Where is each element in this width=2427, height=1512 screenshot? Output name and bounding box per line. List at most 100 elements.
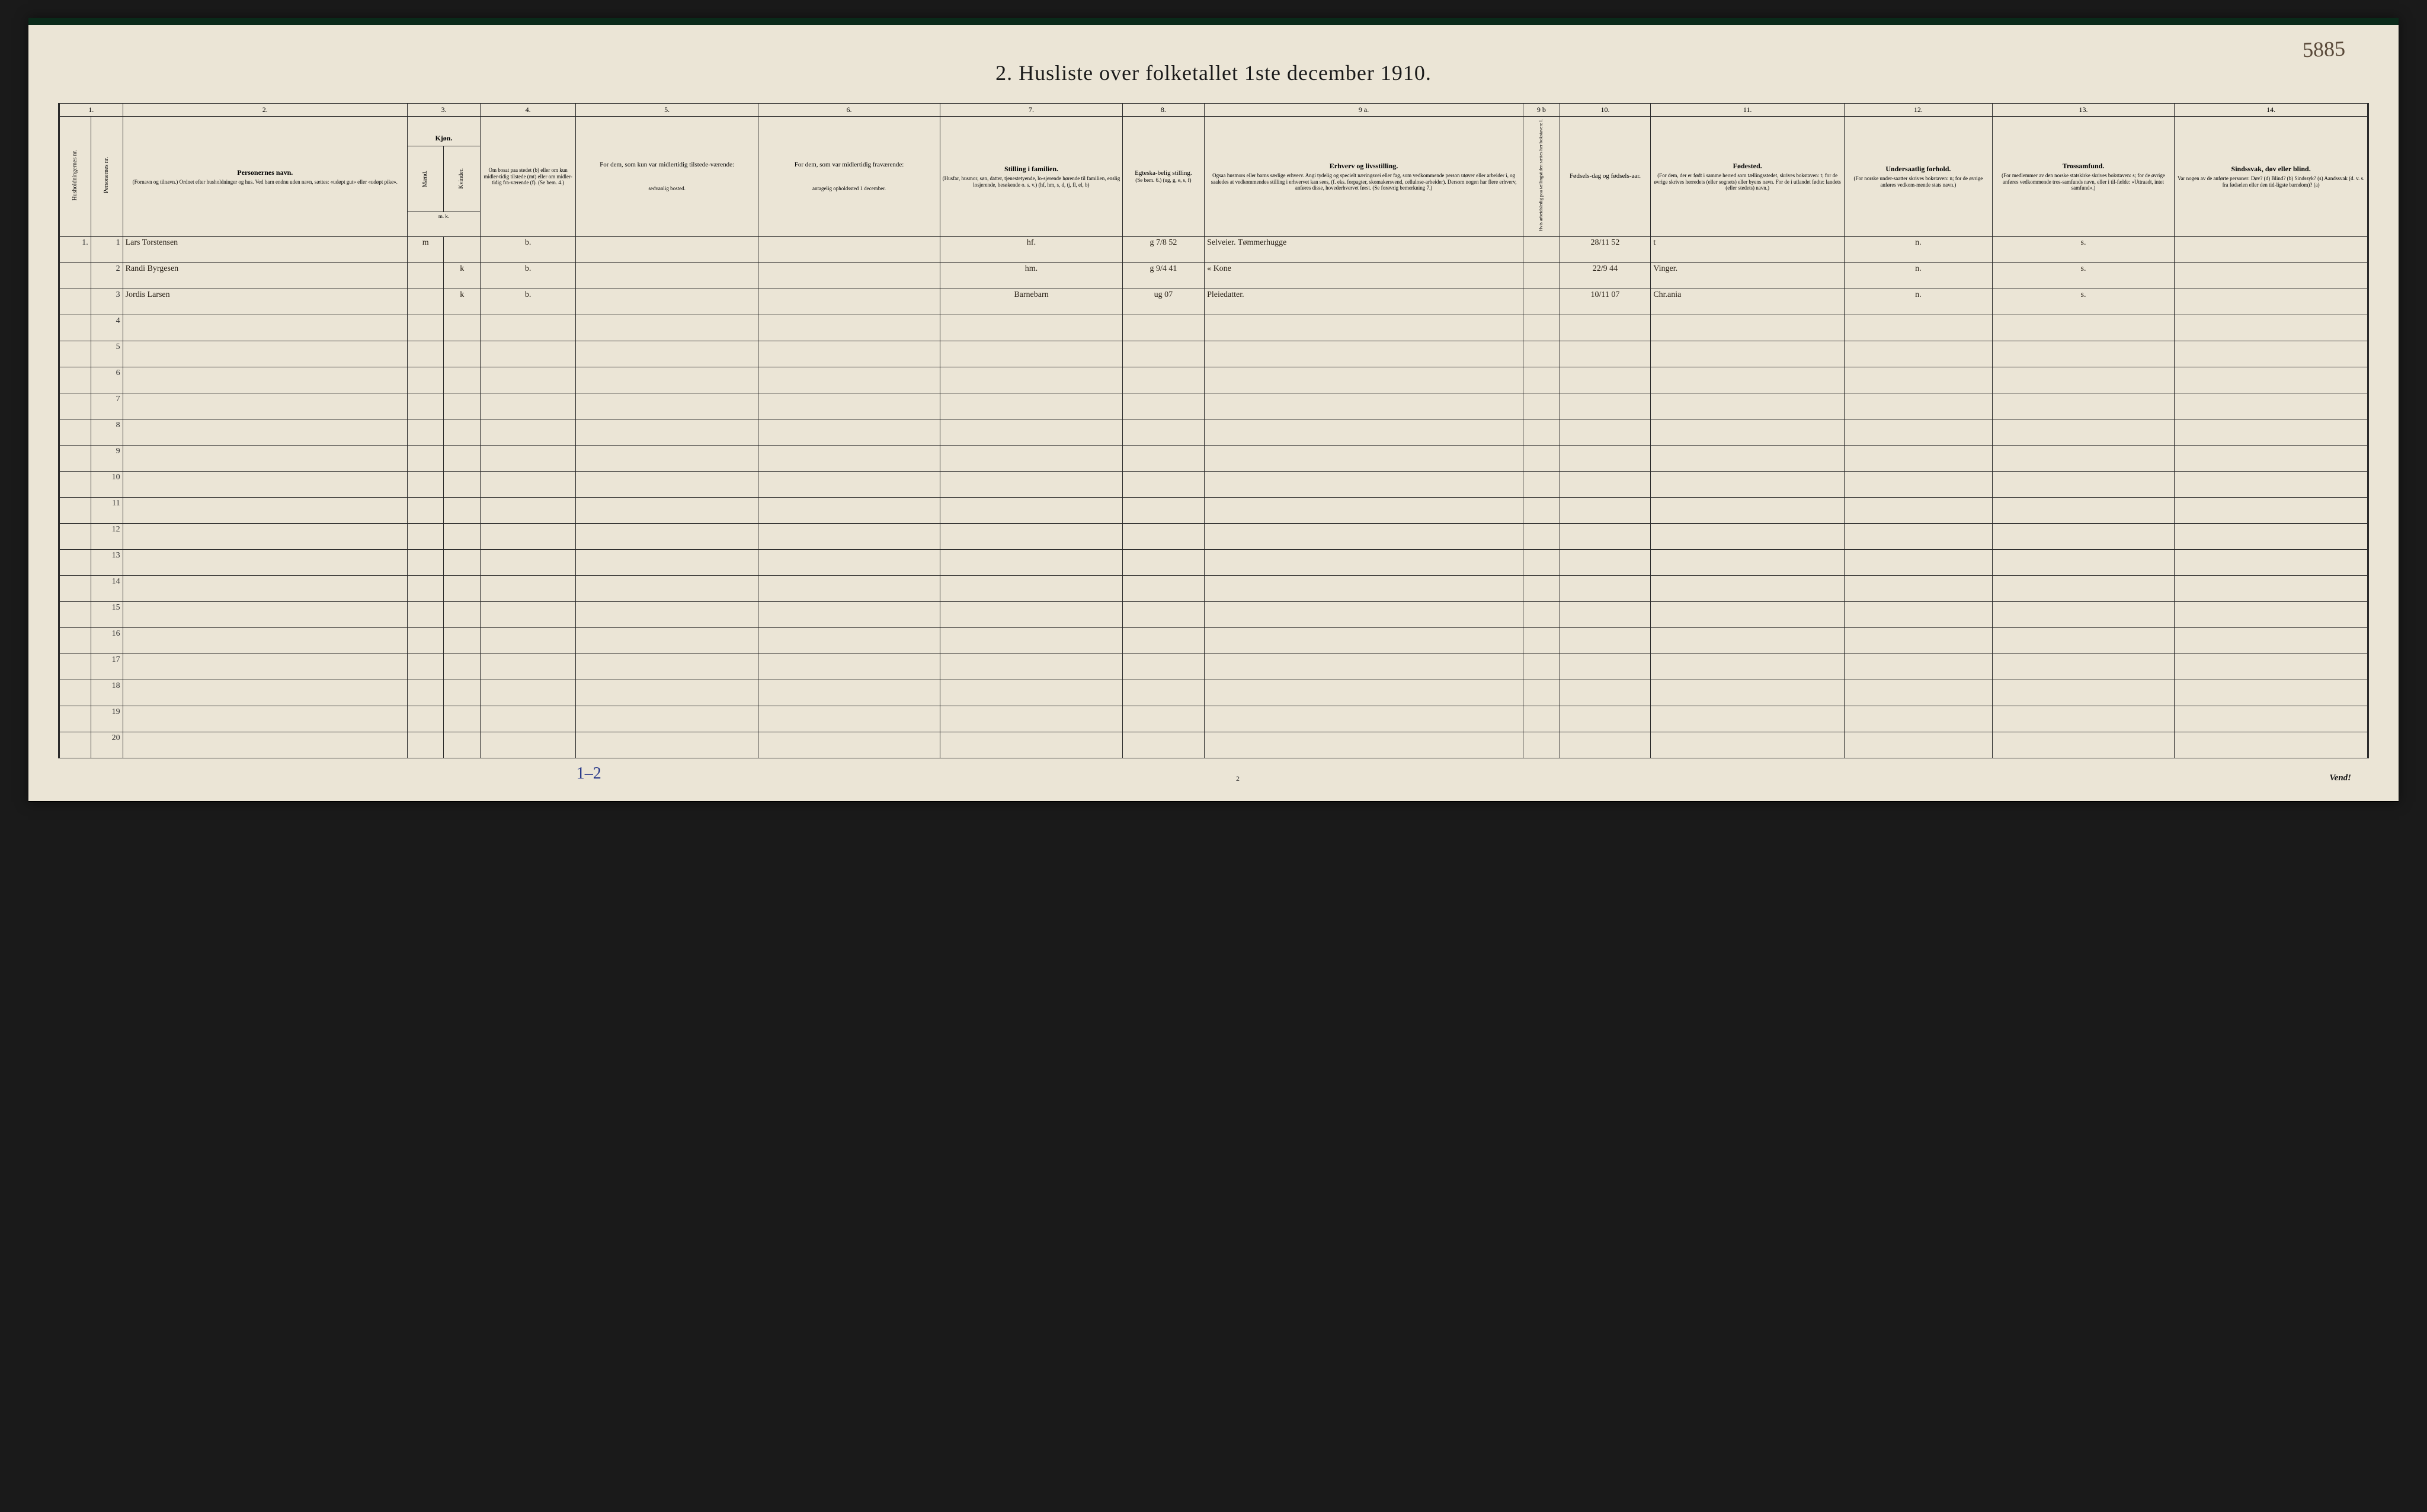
- table-cell: [1992, 706, 2174, 732]
- table-row: 15: [59, 602, 2368, 628]
- table-cell: 16: [91, 628, 123, 654]
- table-cell: [1844, 524, 1992, 550]
- table-cell: [2175, 628, 2368, 654]
- table-cell: [480, 602, 575, 628]
- table-cell: [123, 576, 407, 602]
- table-cell: [1122, 602, 1204, 628]
- col7-header: Stilling i familien. (Husfar, husmor, sø…: [940, 117, 1122, 237]
- column-number-row: 1. 2. 3. 4. 5. 6. 7. 8. 9 a. 9 b 10. 11.…: [59, 104, 2368, 117]
- table-cell: [1651, 628, 1845, 654]
- table-cell: [480, 524, 575, 550]
- table-cell: [1992, 367, 2174, 393]
- col8-header: Egteska-belig stilling. (Se bem. 6.) (ug…: [1122, 117, 1204, 237]
- table-cell: [576, 446, 758, 472]
- table-cell: [1205, 341, 1523, 367]
- table-cell: [59, 289, 91, 315]
- colnum: 14.: [2175, 104, 2368, 117]
- table-cell: « Kone: [1205, 263, 1523, 289]
- table-cell: [123, 446, 407, 472]
- table-cell: [1523, 680, 1560, 706]
- table-row: 5: [59, 341, 2368, 367]
- table-cell: [940, 498, 1122, 524]
- table-cell: [1560, 654, 1651, 680]
- table-cell: [1651, 393, 1845, 419]
- table-cell: [1122, 680, 1204, 706]
- table-cell: [1122, 498, 1204, 524]
- table-cell: [1560, 602, 1651, 628]
- table-cell: [1844, 315, 1992, 341]
- col14-header: Sindssvak, døv eller blind. Var nogen av…: [2175, 117, 2368, 237]
- table-cell: 28/11 52: [1560, 237, 1651, 263]
- table-cell: [1560, 393, 1651, 419]
- table-cell: [1122, 706, 1204, 732]
- table-cell: [480, 654, 575, 680]
- table-cell: [1205, 576, 1523, 602]
- census-page: 5885 2. Husliste over folketallet 1ste d…: [28, 18, 2399, 802]
- table-cell: [940, 393, 1122, 419]
- col9a-header: Erhverv og livsstilling. Ogsaa husmors e…: [1205, 117, 1523, 237]
- table-cell: [59, 263, 91, 289]
- table-cell: 3: [91, 289, 123, 315]
- table-cell: [1651, 550, 1845, 576]
- table-cell: [1844, 706, 1992, 732]
- table-cell: 19: [91, 706, 123, 732]
- table-cell: g 9/4 41: [1122, 263, 1204, 289]
- table-cell: [576, 367, 758, 393]
- table-cell: [576, 602, 758, 628]
- table-cell: [576, 393, 758, 419]
- table-cell: [407, 367, 443, 393]
- table-cell: [123, 628, 407, 654]
- table-cell: 8: [91, 419, 123, 446]
- table-cell: [1844, 472, 1992, 498]
- table-cell: [1992, 680, 2174, 706]
- table-cell: [940, 576, 1122, 602]
- colnum: 7.: [940, 104, 1122, 117]
- table-row: 9: [59, 446, 2368, 472]
- col9b-header: Hvis arbeidsledig paa tællingstiden sætt…: [1523, 117, 1560, 237]
- table-cell: [407, 706, 443, 732]
- table-cell: [444, 472, 480, 498]
- table-cell: t: [1651, 237, 1845, 263]
- table-cell: [1992, 341, 2174, 367]
- table-cell: [1844, 576, 1992, 602]
- table-cell: [2175, 524, 2368, 550]
- table-cell: [2175, 602, 2368, 628]
- table-cell: [1205, 419, 1523, 446]
- table-cell: [940, 524, 1122, 550]
- table-cell: [1205, 315, 1523, 341]
- table-cell: [758, 472, 940, 498]
- table-cell: [1523, 446, 1560, 472]
- colnum: 2.: [123, 104, 407, 117]
- table-cell: [1992, 524, 2174, 550]
- table-cell: [1205, 498, 1523, 524]
- table-cell: b.: [480, 263, 575, 289]
- table-cell: [59, 654, 91, 680]
- table-cell: [1560, 680, 1651, 706]
- table-row: 6: [59, 367, 2368, 393]
- table-cell: [1844, 446, 1992, 472]
- table-cell: [1523, 263, 1560, 289]
- table-cell: [1523, 706, 1560, 732]
- table-cell: [59, 550, 91, 576]
- table-cell: [1523, 315, 1560, 341]
- table-cell: g 7/8 52: [1122, 237, 1204, 263]
- table-cell: [1844, 367, 1992, 393]
- table-cell: [576, 472, 758, 498]
- table-cell: [1992, 446, 2174, 472]
- table-cell: [940, 367, 1122, 393]
- table-cell: [758, 367, 940, 393]
- table-cell: [2175, 289, 2368, 315]
- table-cell: [1992, 419, 2174, 446]
- table-cell: ug 07: [1122, 289, 1204, 315]
- table-cell: [1560, 550, 1651, 576]
- table-cell: [758, 654, 940, 680]
- table-cell: [2175, 654, 2368, 680]
- table-cell: [2175, 341, 2368, 367]
- census-table: 1. 2. 3. 4. 5. 6. 7. 8. 9 a. 9 b 10. 11.…: [58, 103, 2369, 758]
- table-row: 7: [59, 393, 2368, 419]
- table-cell: [1651, 524, 1845, 550]
- table-cell: [444, 680, 480, 706]
- table-cell: [1205, 602, 1523, 628]
- table-cell: [576, 315, 758, 341]
- table-cell: [480, 472, 575, 498]
